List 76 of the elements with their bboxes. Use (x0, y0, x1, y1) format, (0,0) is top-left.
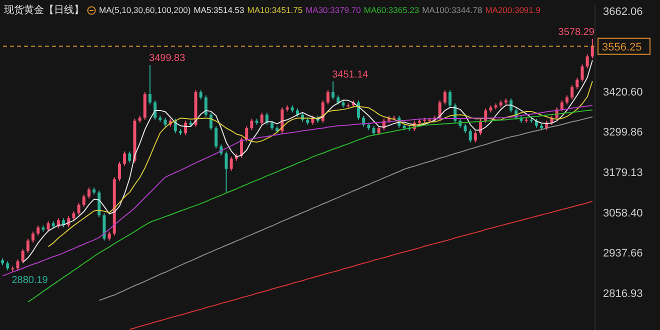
candlestick (214, 126, 218, 149)
ref-line-label: 3556.25 (602, 41, 642, 54)
y-tick-label: 2816.93 (603, 288, 643, 300)
y-tick-label: 3179.13 (603, 167, 643, 180)
y-tick-label: 3662.06 (603, 6, 643, 18)
text: MA100:3344.78 (422, 5, 482, 15)
candlestick (6, 260, 10, 271)
candlestick (32, 231, 35, 244)
candlestick (321, 100, 324, 124)
candlestick (199, 90, 202, 100)
candlestick (443, 90, 446, 105)
candlestick (270, 120, 274, 131)
candlestick (468, 128, 472, 143)
annotation: 3451.14 (332, 69, 369, 80)
annotation: 2880.19 (12, 274, 48, 286)
candlestick (102, 212, 106, 242)
candlestick (210, 112, 213, 131)
candlestick (21, 248, 24, 264)
candlestick (128, 150, 132, 164)
candlestick (230, 156, 233, 172)
y-tick-label: 3420.60 (603, 86, 643, 98)
candlestick (123, 150, 126, 166)
candlestick (590, 38, 594, 59)
candlestick (224, 150, 228, 192)
candlestick (438, 100, 442, 120)
annotation: 3578.29 (558, 26, 595, 38)
candlestick (36, 225, 40, 236)
candlestick (534, 118, 538, 128)
candlestick (204, 94, 208, 118)
candlestick (26, 238, 30, 254)
text: MA10:3451.75 (247, 5, 303, 15)
candlestick (377, 126, 380, 136)
candlestick (118, 161, 121, 182)
line-series (98, 116, 593, 301)
candlestick (87, 187, 90, 200)
candlestick (108, 231, 111, 242)
y-tick-label: 3299.86 (603, 126, 643, 139)
candlestick (77, 202, 80, 216)
y-tick-label: 3058.40 (603, 207, 643, 220)
candlestick (372, 126, 376, 136)
candlestick (474, 130, 477, 143)
candlestick (580, 64, 584, 82)
text: MA200:3091.9 (485, 5, 540, 15)
candlestick (143, 92, 146, 120)
line-series (22, 60, 593, 263)
candlestick (72, 210, 76, 221)
line-series (129, 200, 593, 330)
candlestick (336, 94, 340, 105)
text: MA5:3514.53 (194, 5, 244, 15)
candlestick (464, 123, 467, 134)
text: MA60:3365.23 (364, 5, 420, 15)
candlestick (576, 77, 579, 90)
candlestick (448, 90, 452, 108)
candlestick (154, 100, 157, 120)
annotation: MA(5,10,30,60,100,200) (99, 5, 191, 15)
candlestick (586, 54, 589, 69)
candlestick (565, 94, 568, 105)
candlestick (260, 112, 264, 126)
candlestick (245, 126, 248, 142)
candlestick (356, 100, 360, 120)
candlestick (570, 84, 574, 100)
candlestick (510, 98, 513, 113)
candlestick (16, 258, 20, 271)
line-series (48, 80, 593, 248)
candlestick (164, 117, 167, 128)
annotation: 3499.83 (149, 53, 186, 64)
text: MA30:3379.70 (306, 5, 361, 15)
candlestick (82, 194, 86, 208)
candlestick (560, 100, 564, 112)
candlestick (326, 90, 330, 105)
candlestick (148, 64, 152, 105)
chart-title: 现货黄金【日线】 (4, 4, 84, 17)
candlestick (46, 220, 50, 232)
candlestick (250, 118, 254, 131)
candlestick (332, 80, 335, 100)
y-tick-label: 2937.66 (603, 248, 643, 260)
